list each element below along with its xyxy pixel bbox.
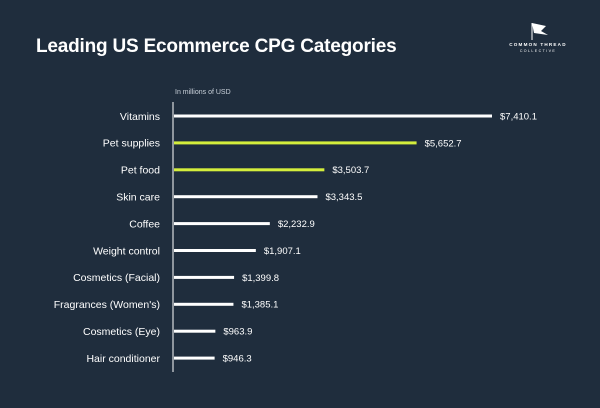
category-label: Vitamins [120,111,160,123]
value-label: $2,232.9 [278,219,315,230]
category-label: Skin care [116,192,160,204]
value-label: $5,652.7 [425,138,462,149]
bar [174,195,318,199]
bar [174,168,325,172]
chart-title: Leading US Ecommerce CPG Categories [36,36,397,57]
value-label: $3,343.5 [325,192,362,203]
bar [174,249,256,252]
category-label: Cosmetics (Facial) [73,272,160,284]
value-label: $1,385.1 [241,300,278,311]
logo-sub-text: COLLECTIVE [519,49,557,53]
value-label: $963.9 [223,327,252,338]
bar [174,356,215,360]
category-label: Weight control [93,245,160,257]
brand-logo: COMMON THREAD COLLECTIVE [498,20,578,64]
category-label: Pet food [121,165,160,177]
value-label: $1,399.8 [242,273,279,284]
category-label: Hair conditioner [86,353,160,365]
category-label: Cosmetics (Eye) [83,326,160,338]
bar [174,141,417,145]
value-label: $1,907.1 [264,246,301,257]
bar [174,302,234,306]
category-label: Coffee [129,218,160,230]
category-label: Pet supplies [103,138,160,150]
flag-icon [531,23,548,40]
bar [174,222,270,226]
unit-note: In millions of USD [175,89,231,96]
value-label: $7,410.1 [500,111,537,122]
value-label: $3,503.7 [332,165,369,176]
bar [174,114,492,118]
category-label: Fragrances (Women's) [54,299,160,311]
bar [174,329,216,333]
logo-brand-text: COMMON THREAD [509,42,567,47]
bar [174,275,235,279]
value-label: $946.3 [223,354,252,365]
